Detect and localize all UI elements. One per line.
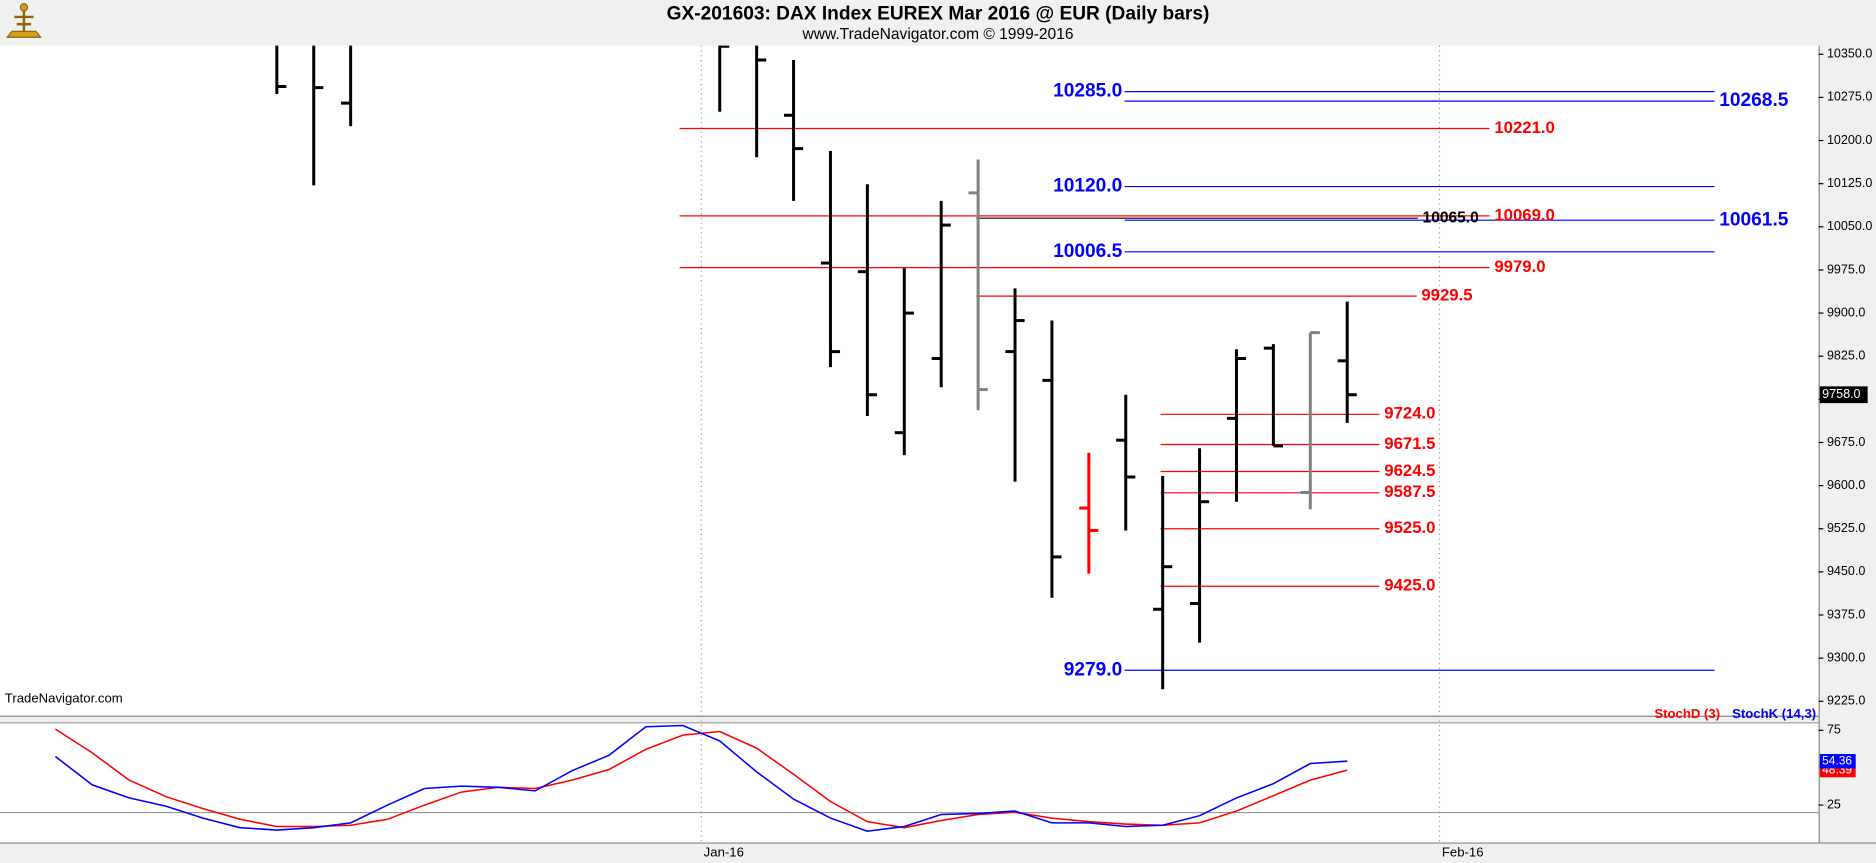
y-tick-label: 9525.0 — [1827, 521, 1865, 535]
y-tick-label: 9825.0 — [1827, 349, 1865, 363]
y-tick-label: 10125.0 — [1827, 176, 1872, 190]
level-label: 10268.5 — [1719, 90, 1788, 111]
y-tick-label: 9600.0 — [1827, 478, 1865, 492]
y-tick-label: 10050.0 — [1827, 219, 1872, 233]
y-tick-label: 9375.0 — [1827, 607, 1865, 621]
y-tick-label: 9900.0 — [1827, 305, 1865, 319]
level-label: 10065.0 — [1423, 209, 1480, 226]
level-label: 9624.5 — [1384, 461, 1435, 480]
y-tick-label: 9300.0 — [1827, 650, 1865, 664]
watermark: TradeNavigator.com — [5, 690, 123, 705]
y-tick-label: 25 — [1827, 797, 1841, 811]
last-price-box — [1819, 386, 1868, 404]
level-label: 9425.0 — [1384, 576, 1435, 595]
level-label: 9587.5 — [1384, 482, 1435, 501]
y-tick-label: 9675.0 — [1827, 435, 1865, 449]
level-label: 9724.0 — [1384, 404, 1435, 423]
price-panel — [0, 45, 1819, 716]
legend-entry: StochK (14,3) — [1732, 706, 1816, 721]
y-tick-label: 9225.0 — [1827, 694, 1865, 708]
level-label: 9671.5 — [1384, 434, 1435, 453]
level-label: 10069.0 — [1494, 205, 1555, 224]
level-label: 9929.5 — [1421, 286, 1472, 305]
level-label: 10061.5 — [1719, 209, 1788, 230]
chart-title: GX-201603: DAX Index EUREX Mar 2016 @ EU… — [667, 4, 1210, 25]
level-label: 10120.0 — [1053, 176, 1122, 197]
level-label: 10221.0 — [1494, 118, 1555, 137]
y-tick-label: 9975.0 — [1827, 262, 1865, 276]
level-label: 9279.0 — [1064, 659, 1123, 680]
last-value-box — [1819, 753, 1856, 769]
y-tick-label: 9450.0 — [1827, 564, 1865, 578]
last-price-label: 9758.0 — [1822, 387, 1860, 401]
y-tick-label: 10275.0 — [1827, 90, 1872, 104]
chart-subtitle: www.TradeNavigator.com © 1999-2016 — [802, 26, 1074, 43]
legend-entry: StochD (3) — [1654, 706, 1720, 721]
stoch-panel — [0, 722, 1819, 843]
level-label: 10006.5 — [1053, 241, 1122, 262]
logo — [5, 3, 42, 38]
y-tick-label: 10350.0 — [1827, 47, 1872, 61]
y-tick-label: 75 — [1827, 723, 1841, 737]
x-tick-label: Feb-16 — [1442, 845, 1484, 860]
last-value-label: 54.36 — [1822, 753, 1852, 767]
level-label: 9525.0 — [1384, 518, 1435, 537]
y-tick-label: 10200.0 — [1827, 133, 1872, 147]
x-tick-label: Jan-16 — [704, 845, 744, 860]
level-label: 9979.0 — [1494, 257, 1545, 276]
level-label: 10285.0 — [1053, 81, 1122, 102]
stoch-line — [54, 724, 1348, 833]
